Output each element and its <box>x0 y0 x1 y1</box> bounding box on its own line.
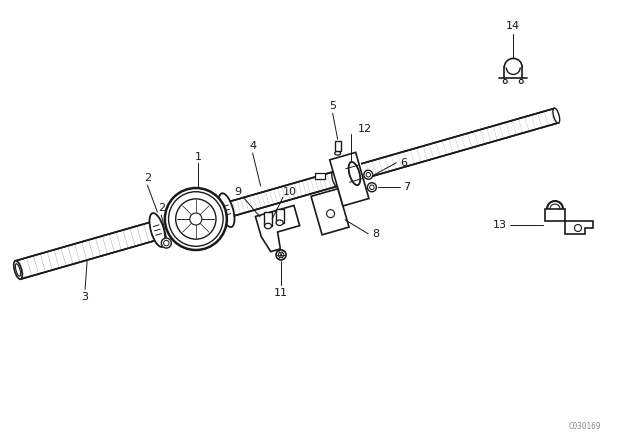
Ellipse shape <box>161 238 172 248</box>
Text: C030169: C030169 <box>569 422 601 431</box>
FancyBboxPatch shape <box>315 173 325 179</box>
Ellipse shape <box>219 193 234 227</box>
Ellipse shape <box>150 213 165 247</box>
Polygon shape <box>311 189 349 235</box>
Ellipse shape <box>503 79 508 83</box>
Text: 11: 11 <box>274 288 288 298</box>
Text: 6: 6 <box>400 158 407 168</box>
FancyBboxPatch shape <box>335 141 340 151</box>
Text: 8: 8 <box>372 229 380 239</box>
Ellipse shape <box>364 170 373 179</box>
Polygon shape <box>255 206 300 252</box>
Text: 2: 2 <box>144 173 151 183</box>
Ellipse shape <box>15 264 20 276</box>
Ellipse shape <box>276 220 283 225</box>
Text: 3: 3 <box>81 293 88 302</box>
FancyBboxPatch shape <box>264 212 272 226</box>
Polygon shape <box>15 221 160 279</box>
Ellipse shape <box>370 185 374 190</box>
Text: 9: 9 <box>234 187 242 197</box>
Polygon shape <box>330 152 369 206</box>
Text: 10: 10 <box>283 187 297 197</box>
Ellipse shape <box>367 183 376 192</box>
Ellipse shape <box>326 210 335 218</box>
Ellipse shape <box>276 250 286 260</box>
Ellipse shape <box>165 188 227 250</box>
Ellipse shape <box>168 192 223 246</box>
Ellipse shape <box>278 252 284 258</box>
Text: 4: 4 <box>249 141 256 151</box>
Text: 14: 14 <box>506 22 520 31</box>
Ellipse shape <box>332 172 339 186</box>
Ellipse shape <box>13 261 22 279</box>
Polygon shape <box>362 108 558 178</box>
Text: 2: 2 <box>158 203 165 213</box>
Ellipse shape <box>335 151 340 155</box>
Ellipse shape <box>349 162 360 185</box>
Ellipse shape <box>264 223 271 229</box>
Ellipse shape <box>519 79 524 83</box>
Ellipse shape <box>190 213 202 225</box>
Ellipse shape <box>553 108 560 123</box>
Text: 13: 13 <box>493 220 507 230</box>
FancyBboxPatch shape <box>276 209 284 223</box>
Ellipse shape <box>176 199 216 239</box>
Ellipse shape <box>164 240 169 246</box>
Text: 1: 1 <box>195 152 202 162</box>
Text: 5: 5 <box>329 101 336 111</box>
Text: 12: 12 <box>357 124 371 134</box>
Polygon shape <box>545 209 593 234</box>
Polygon shape <box>230 172 337 216</box>
Ellipse shape <box>575 224 582 232</box>
Text: 7: 7 <box>403 182 410 192</box>
Ellipse shape <box>366 172 371 177</box>
